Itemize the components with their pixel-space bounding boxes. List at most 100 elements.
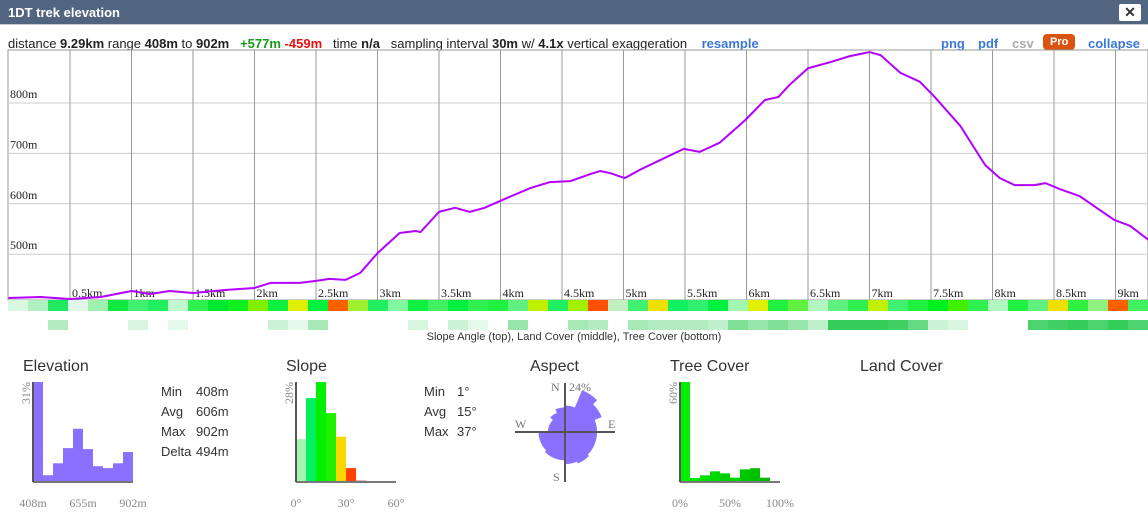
slope-strip-segment (928, 300, 948, 311)
slope-strip-segment (1088, 300, 1108, 311)
pro-badge[interactable]: Pro (1043, 34, 1076, 50)
land-cover-panel-title: Land Cover (860, 358, 943, 375)
tree-cover-strip-segment (728, 320, 748, 330)
elevation-histogram-bar (63, 448, 73, 482)
x-tick-label: 7.5km (933, 286, 964, 300)
tree-cover-histogram-bar (760, 477, 770, 482)
elevation-gain: +577m (240, 36, 281, 51)
elevation-stat-value: 606m (196, 404, 229, 419)
aspect-max-label: 24% (569, 380, 591, 394)
slope-strip-segment (428, 300, 448, 311)
slope-strip-segment (68, 300, 88, 311)
csv-link[interactable]: csv (1012, 36, 1034, 51)
tree-cover-strip-segment (848, 320, 868, 330)
tree-cover-strip-segment (1068, 320, 1088, 330)
slope-stat-label: Max (424, 424, 449, 439)
slope-histogram-bar (336, 436, 346, 482)
tree-cover-histogram-bar (730, 477, 740, 482)
collapse-link[interactable]: collapse (1088, 36, 1141, 51)
png-link[interactable]: png (941, 36, 965, 51)
slope-strip-segment (1108, 300, 1128, 311)
tree-cover-histogram-bar (690, 478, 700, 482)
tree-cover-strip-segment (888, 320, 908, 330)
slope-strip-segment (668, 300, 688, 311)
elevation-histogram-bar (53, 463, 63, 482)
exaggeration-label: vertical exaggeration (567, 36, 688, 51)
slope-stat-value: 15° (457, 404, 477, 419)
pdf-link[interactable]: pdf (978, 36, 999, 51)
aspect-south-label: S (553, 470, 560, 484)
plot-area (7, 49, 1148, 301)
x-tick-label: 5km (626, 286, 648, 300)
tree-cover-strip-segment (588, 320, 608, 330)
slope-strip-segment (88, 300, 108, 311)
resample-link[interactable]: resample (701, 36, 759, 51)
tree-cover-histogram-bar (700, 475, 710, 482)
x-tick-label: 2km (257, 286, 279, 300)
tree-cover-histogram-x-tick-label: 50% (719, 496, 741, 510)
slope-strip-segment (688, 300, 708, 311)
sampling-label: sampling interval (390, 36, 489, 51)
elevation-stat-label: Delta (161, 444, 192, 459)
strip-caption: Slope Angle (top), Land Cover (middle), … (426, 331, 722, 343)
slope-strip-segment (948, 300, 968, 311)
tree-cover-strip-segment (1108, 320, 1128, 330)
elevation-stat-value: 408m (196, 384, 229, 399)
x-tick-label: 8.5km (1056, 286, 1087, 300)
slope-strip-segment (648, 300, 668, 311)
tree-cover-strip-segment (308, 320, 328, 330)
slope-histogram-bar (316, 382, 326, 482)
tree-cover-strip-segment (568, 320, 588, 330)
slope-stat-value: 1° (457, 384, 470, 399)
x-tick-label: 4km (503, 286, 525, 300)
elevation-stat-value: 902m (196, 424, 229, 439)
tree-cover-histogram-bar (720, 473, 730, 482)
elevation-stat-label: Max (161, 424, 186, 439)
tree-cover-histogram-bar (680, 382, 690, 482)
slope-strip-segment (308, 300, 328, 311)
aspect-sector (564, 390, 598, 433)
slope-strip-segment (888, 300, 908, 311)
slope-strip-segment (708, 300, 728, 311)
elevation-histogram-bar (93, 466, 103, 482)
slope-strip-segment (208, 300, 228, 311)
slope-histogram-x-tick-label: 0° (291, 496, 302, 510)
elevation-stat-label: Avg (161, 404, 184, 419)
slope-histogram-bar (346, 468, 356, 482)
aspect-north-label: N (551, 380, 560, 394)
tree-cover-strip-segment (48, 320, 68, 330)
summary-row: distance 9.29km range 408m to 902m +577m… (8, 36, 759, 51)
tree-cover-strip-segment (648, 320, 668, 330)
slope-stat-label: Min (424, 384, 445, 399)
tree-cover-strip-segment (408, 320, 428, 330)
elevation-histogram-bar (83, 449, 93, 482)
tree-cover-histogram-bar (710, 471, 720, 482)
slope-strip-segment (768, 300, 788, 311)
slope-strip-segment (608, 300, 628, 311)
close-button[interactable]: ✕ (1119, 4, 1141, 21)
elevation-histogram-bar (123, 452, 133, 482)
tree-cover-histogram-y-max-label: 60% (666, 382, 680, 404)
tree-cover-strip-segment (288, 320, 308, 330)
time-value: n/a (361, 36, 380, 51)
elevation-stat-row: Max 902m (161, 424, 229, 439)
slope-strip-segment (628, 300, 648, 311)
title-bar: 1DT trek elevation ✕ (0, 0, 1148, 25)
elevation-profile-line (8, 51, 1148, 301)
slope-strip-segment (968, 300, 988, 311)
tree-cover-strip-segment (808, 320, 828, 330)
tree-cover-strip-segment (868, 320, 888, 330)
slope-strip-segment (1048, 300, 1068, 311)
slope-strip-segment (748, 300, 768, 311)
tree-cover-strip-segment (508, 320, 528, 330)
distance-value: 9.29km (60, 36, 105, 51)
slope-stat-value: 37° (457, 424, 477, 439)
aspect-sector (564, 431, 590, 464)
tree-cover-strip-segment (1088, 320, 1108, 330)
elevation-stat-row: Min 408m (161, 384, 229, 399)
tree-cover-strip-segment (928, 320, 948, 330)
tree-cover-strip-segment (688, 320, 708, 330)
tree-cover-strip-segment (628, 320, 648, 330)
slope-histogram-x-tick-label: 60° (388, 496, 405, 510)
